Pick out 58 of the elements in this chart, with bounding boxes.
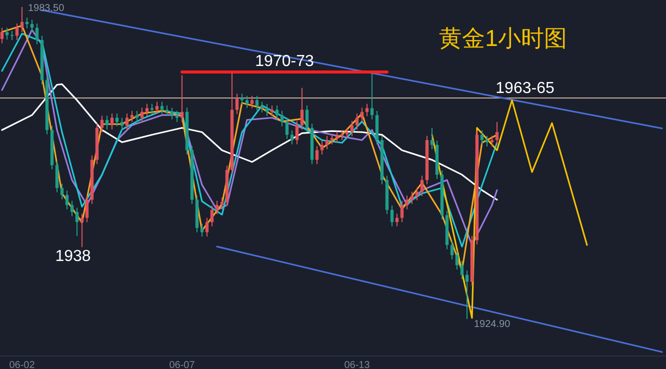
candlestick bbox=[315, 145, 319, 165]
candlestick bbox=[305, 105, 309, 133]
annotation: 1983.50 bbox=[28, 3, 65, 14]
annotation: 1970-73 bbox=[255, 52, 314, 70]
candlestick bbox=[350, 120, 354, 137]
x-tick-label: 06-07 bbox=[169, 360, 196, 369]
candlestick bbox=[210, 205, 214, 227]
annotation: 1963-65 bbox=[496, 80, 554, 97]
candlestick bbox=[205, 217, 209, 237]
candlestick bbox=[85, 194, 89, 223]
candlestick bbox=[110, 112, 114, 130]
candlestick bbox=[340, 129, 344, 141]
text: 黄金1小时图 bbox=[439, 25, 567, 51]
candlestick bbox=[60, 183, 64, 200]
candlestick bbox=[160, 101, 164, 115]
candlestick bbox=[10, 30, 14, 41]
candlestick bbox=[450, 240, 454, 260]
candlestick bbox=[255, 95, 259, 111]
candlestick bbox=[460, 260, 464, 280]
candlestick bbox=[235, 93, 239, 115]
candlestick bbox=[75, 207, 79, 236]
candlestick bbox=[115, 112, 119, 127]
candlestick bbox=[155, 101, 159, 115]
candlestick bbox=[325, 135, 329, 150]
candlestick bbox=[365, 103, 369, 117]
candlestick bbox=[285, 117, 289, 140]
candlestick bbox=[55, 160, 59, 193]
candlestick bbox=[145, 103, 149, 117]
candlestick bbox=[430, 127, 434, 150]
candlestick bbox=[35, 23, 39, 45]
candlestick bbox=[215, 200, 219, 215]
candlestick bbox=[495, 122, 499, 145]
candlestick bbox=[65, 190, 69, 210]
candlestick bbox=[355, 112, 359, 130]
candlestick bbox=[420, 175, 424, 197]
candlestick bbox=[245, 95, 249, 109]
candlestick bbox=[370, 72, 374, 120]
candlestick bbox=[300, 87, 304, 130]
candlestick bbox=[455, 250, 459, 270]
candlestick bbox=[0, 27, 4, 44]
candlestick bbox=[405, 194, 409, 210]
candlestick bbox=[15, 23, 19, 41]
x-tick-label: 06-13 bbox=[344, 360, 370, 369]
candlestick bbox=[125, 112, 129, 130]
annotation: 1924.90 bbox=[474, 319, 511, 330]
candlestick bbox=[295, 120, 299, 145]
candlestick bbox=[30, 19, 34, 33]
candlestick bbox=[150, 103, 154, 115]
candlestick bbox=[70, 200, 74, 217]
candlestick bbox=[390, 205, 394, 227]
candlestick bbox=[265, 103, 269, 117]
candlestick bbox=[400, 200, 404, 223]
candlestick bbox=[100, 115, 104, 133]
annotation: 1938 bbox=[55, 248, 91, 265]
candlestick bbox=[280, 110, 284, 127]
candlestick bbox=[250, 95, 254, 109]
candlestick bbox=[20, 6, 24, 33]
x-tick-label: 06-02 bbox=[9, 360, 36, 369]
